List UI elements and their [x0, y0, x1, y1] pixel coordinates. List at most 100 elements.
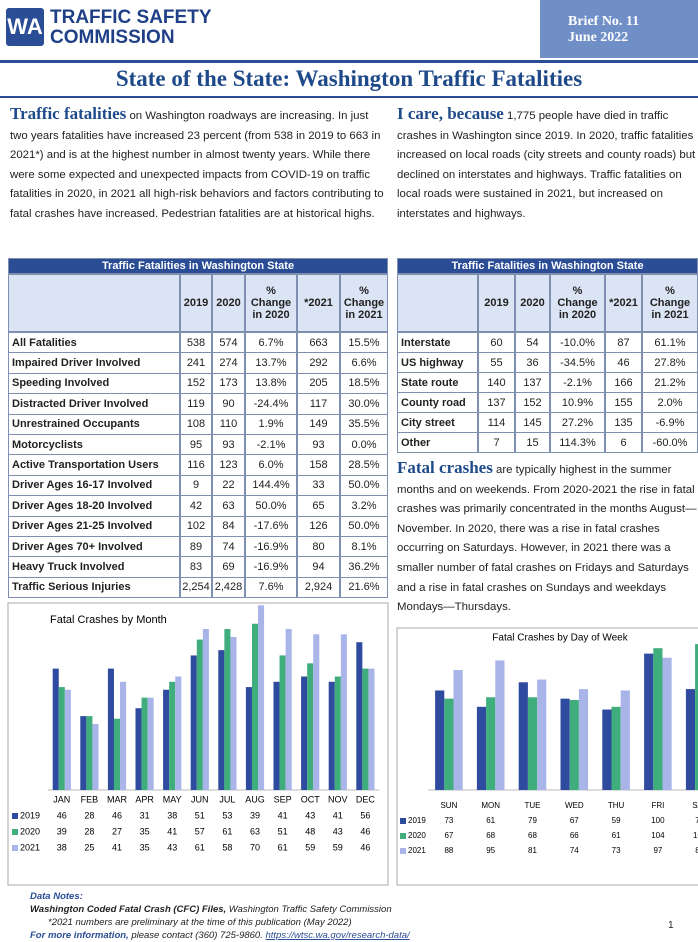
chart-frame: [7, 602, 389, 886]
legend-label: 2020: [20, 826, 40, 836]
legend-swatch: [400, 833, 406, 839]
bar: [356, 642, 363, 790]
data-label: 88: [695, 846, 698, 855]
x-tick-label: SEP: [274, 794, 292, 804]
bar: [653, 648, 663, 790]
bar: [120, 681, 127, 790]
table-cell: 6: [605, 432, 642, 453]
bar: [92, 724, 99, 790]
lead: Traffic fatalities: [10, 104, 127, 123]
data-label: 104: [651, 831, 665, 840]
bar: [245, 687, 252, 790]
data-label: 39: [57, 826, 67, 836]
x-tick-label: DEC: [356, 794, 376, 804]
legend-swatch: [400, 818, 406, 824]
column-header: % Change in 2021: [642, 274, 698, 332]
data-label: 57: [195, 826, 205, 836]
x-tick-label: JUN: [191, 794, 209, 804]
data-label: 66: [570, 831, 579, 840]
bar: [368, 668, 375, 790]
data-label: 73: [612, 846, 621, 855]
brief-date: June 2022: [568, 30, 629, 45]
x-tick-label: FRI: [651, 801, 664, 810]
table-cell: 2,428: [212, 576, 245, 599]
row-label: Traffic Serious Injuries: [8, 576, 180, 599]
lead: I care, because: [397, 104, 504, 123]
bar: [163, 689, 170, 790]
header-band: [540, 0, 698, 58]
chart-title: Fatal Crashes by Day of Week: [492, 633, 628, 644]
data-label: 46: [112, 810, 122, 820]
org-line: TRAFFIC SAFETY: [50, 7, 212, 28]
notes-heading: Data Notes:: [30, 891, 83, 902]
page-number: 1: [668, 920, 674, 931]
bar: [518, 682, 528, 790]
source-org: Washington Traffic Safety Commission: [226, 904, 392, 915]
data-label: 107: [693, 831, 698, 840]
table-cell: 2,254: [180, 576, 212, 599]
column-header: [397, 274, 478, 332]
bar: [560, 698, 570, 790]
contact: please contact (360) 725-9860.: [128, 930, 263, 941]
x-tick-label: APR: [135, 794, 154, 804]
row-label: Other: [397, 432, 478, 453]
bar: [258, 605, 265, 790]
data-label: 41: [112, 842, 122, 852]
text: are typically highest in the summer mont…: [397, 464, 697, 614]
table-title: Traffic Fatalities in Washington State: [8, 258, 388, 274]
x-tick-label: JAN: [53, 794, 70, 804]
bar: [611, 706, 621, 790]
bar: [113, 718, 121, 790]
data-label: 61: [612, 831, 621, 840]
data-label: 59: [333, 842, 343, 852]
data-label: 51: [278, 826, 288, 836]
chart-frame: [396, 627, 698, 886]
bar: [476, 706, 487, 790]
bar: [141, 697, 148, 790]
column-header: % Change in 2020: [245, 274, 297, 332]
data-label: 61: [195, 842, 205, 852]
bar: [362, 668, 369, 790]
data-label: 41: [278, 810, 288, 820]
data-label: 38: [167, 810, 177, 820]
data-label: 73: [444, 816, 453, 825]
data-label: 74: [570, 846, 579, 855]
notes: Data Notes: Washington Coded Fatal Crash…: [30, 890, 410, 942]
x-tick-label: NOV: [328, 794, 348, 804]
data-label: 46: [57, 810, 67, 820]
data-label: 43: [167, 842, 177, 852]
bar: [202, 629, 209, 790]
column-header: 2020: [212, 274, 245, 332]
paragraph: I care, because 1,775 people have died i…: [397, 104, 698, 254]
data-label: 31: [140, 810, 150, 820]
bar: [175, 676, 182, 790]
bar: [273, 681, 280, 790]
legend-swatch: [12, 829, 18, 835]
data-label: 41: [333, 810, 343, 820]
data-label: 61: [222, 826, 232, 836]
data-label: 95: [486, 846, 495, 855]
bar: [334, 676, 341, 790]
bar: [224, 629, 231, 790]
column-header: *2021: [297, 274, 340, 332]
paragraph: Traffic fatalities on Washington roadway…: [10, 104, 388, 254]
bar: [147, 697, 154, 790]
table-cell: 15: [515, 432, 550, 453]
bar: [444, 698, 454, 790]
x-tick-label: JUL: [219, 794, 235, 804]
bar: [107, 668, 114, 790]
bar: [685, 689, 696, 790]
org-name: TRAFFIC SAFETY COMMISSION: [50, 8, 212, 48]
data-label: 58: [222, 842, 232, 852]
bar: [495, 660, 505, 790]
bar: [301, 676, 308, 790]
bar: [52, 668, 59, 790]
table-cell: 114.3%: [550, 432, 605, 453]
link[interactable]: https://wtsc.wa.gov/research-data/: [265, 930, 410, 941]
data-label: 46: [360, 826, 370, 836]
bar: [196, 639, 203, 790]
data-label: 51: [195, 810, 205, 820]
bar: [169, 681, 176, 790]
